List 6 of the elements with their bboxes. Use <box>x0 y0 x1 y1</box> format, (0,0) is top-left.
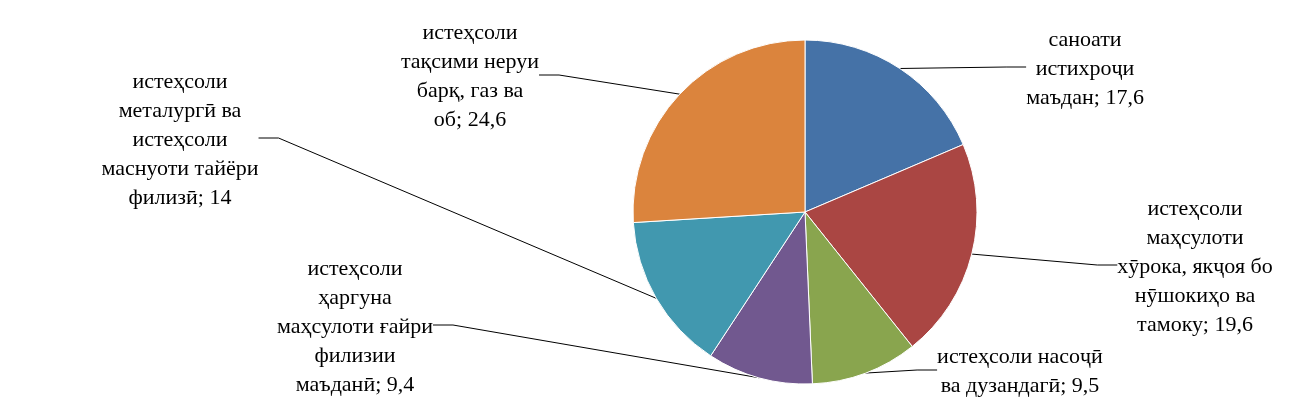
slice-label: истеҳсоли маҳсулоти хӯрока, якҷоя бо нӯшокиҳо ва тамоку; 19,6 <box>1117 194 1273 336</box>
slice-label: истеҳсоли металургӣ ва истеҳсоли маснуоти тайёри филизӣ; 14 <box>101 67 259 209</box>
slice-label: саноати истихроҷи маъдан; 17,6 <box>1026 25 1144 109</box>
slice-label: истеҳсоли насоҷӣ ва дузандагӣ; 9,5 <box>937 343 1104 397</box>
slice-label: истеҳсоли ҳаргуна маҳсулоти ғайри филизии маъданӣ; 9,4 <box>277 254 434 396</box>
slice-label: истеҳсоли тақсими неруи барқ, газ ва об; 24,6 <box>400 19 540 131</box>
